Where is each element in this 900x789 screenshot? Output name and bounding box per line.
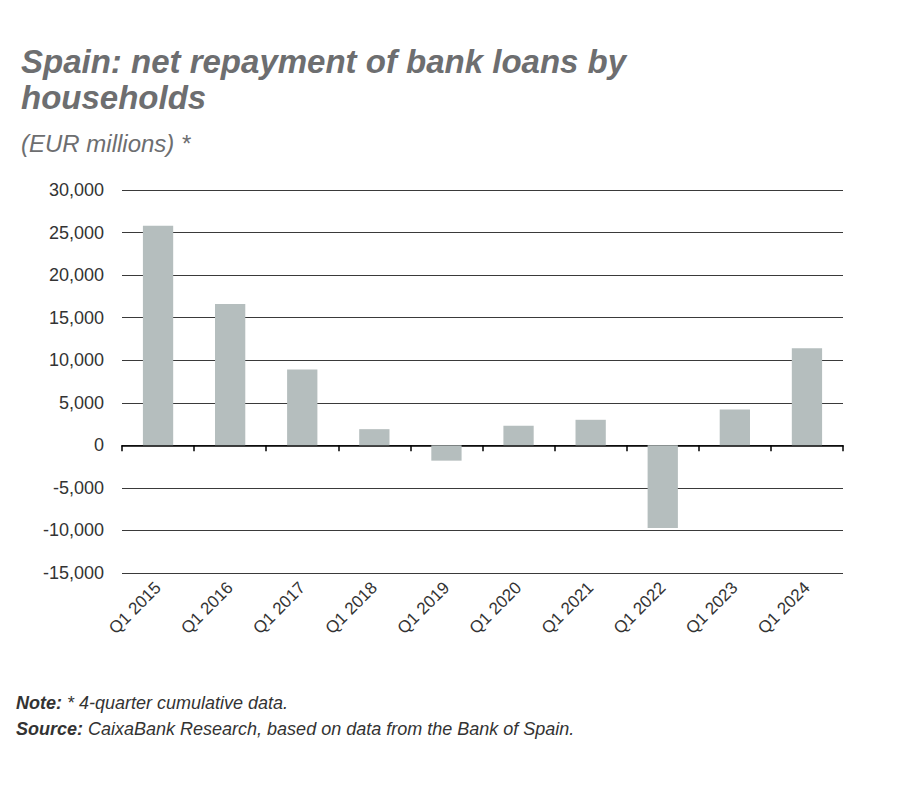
- svg-text:25,000: 25,000: [49, 223, 104, 243]
- svg-text:Q1 2024: Q1 2024: [754, 578, 814, 638]
- svg-text:Q1 2022: Q1 2022: [610, 578, 670, 638]
- svg-text:10,000: 10,000: [49, 350, 104, 370]
- svg-text:Q1 2016: Q1 2016: [177, 578, 237, 638]
- svg-text:20,000: 20,000: [49, 265, 104, 285]
- svg-text:-15,000: -15,000: [43, 563, 104, 583]
- svg-text:Q1 2018: Q1 2018: [322, 578, 382, 638]
- svg-text:* 4-quarter cumulative data.: * 4-quarter cumulative data.: [62, 693, 288, 713]
- svg-text:5,000: 5,000: [59, 393, 104, 413]
- svg-text:15,000: 15,000: [49, 308, 104, 328]
- svg-text:Q1 2020: Q1 2020: [466, 578, 526, 638]
- svg-text:CaixaBank Research, based on d: CaixaBank Research, based on data from t…: [83, 719, 574, 739]
- svg-text:0: 0: [94, 435, 104, 455]
- svg-text:Q1 2019: Q1 2019: [394, 578, 454, 638]
- svg-text:Note:: Note:: [16, 693, 62, 713]
- svg-text:Q1 2021: Q1 2021: [538, 578, 598, 638]
- svg-text:Q1 2015: Q1 2015: [105, 578, 165, 638]
- svg-text:-10,000: -10,000: [43, 520, 104, 540]
- svg-text:Spain: net repayment of bank l: Spain: net repayment of bank loans by: [21, 43, 635, 80]
- svg-text:Q1 2023: Q1 2023: [682, 578, 742, 638]
- svg-text:Q1 2017: Q1 2017: [249, 578, 309, 638]
- svg-text:30,000: 30,000: [49, 180, 104, 200]
- svg-text:Source:: Source:: [16, 719, 83, 739]
- svg-text:(EUR millions) *: (EUR millions) *: [21, 130, 191, 157]
- svg-text:households: households: [21, 79, 206, 116]
- svg-text:-5,000: -5,000: [53, 478, 104, 498]
